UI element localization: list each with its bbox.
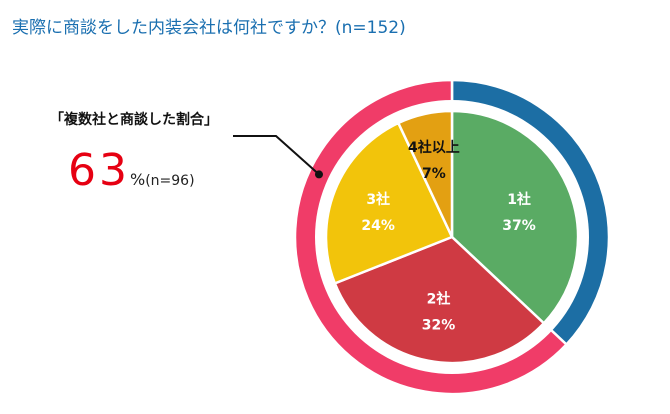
pie-slice-3 — [324, 121, 454, 285]
pie-slice-2 — [333, 235, 546, 365]
pie-slice-1 — [450, 109, 580, 325]
callout-leader-dot — [314, 170, 323, 179]
slice-label-3: 3社 — [366, 191, 390, 208]
slice-value-4: 7% — [422, 166, 446, 182]
callout-percent: 63 — [68, 145, 130, 196]
slice-label-4: 4社以上 — [408, 139, 460, 156]
pie-slice-4 — [397, 109, 454, 239]
slice-label-2: 2社 — [427, 291, 451, 308]
slice-value-2: 32% — [422, 318, 456, 334]
callout-value: 63%(n=96) — [68, 145, 195, 196]
callout-leader-line — [233, 135, 320, 176]
slice-value-1: 37% — [502, 218, 536, 234]
callout-label: 「複数社と商談した割合」 — [50, 112, 218, 128]
slice-label-1: 1社 — [507, 191, 531, 208]
slice-value-3: 24% — [361, 218, 395, 234]
chart-title: 実際に商談をした内装会社は何社ですか？(n=152) — [12, 18, 406, 38]
callout-unit: % — [130, 170, 146, 189]
callout-sample-size: (n=96) — [145, 173, 195, 189]
